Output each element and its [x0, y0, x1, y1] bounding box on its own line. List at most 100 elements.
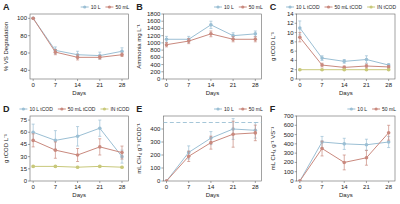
point	[320, 56, 324, 60]
x-tick	[255, 79, 256, 81]
x-tick-label: 21	[96, 82, 103, 88]
reference-line	[163, 122, 261, 123]
error-cap	[209, 30, 212, 31]
error-cap	[76, 126, 79, 127]
point	[254, 37, 258, 41]
error-bar	[343, 138, 346, 149]
error-bar	[76, 166, 79, 168]
y-tick	[28, 35, 30, 36]
point	[98, 165, 102, 169]
error-cap	[254, 30, 257, 31]
error-bar	[387, 66, 390, 69]
y-tick	[161, 14, 163, 15]
y-tick-label: 75	[20, 117, 27, 123]
error-cap	[298, 41, 301, 42]
data-group	[31, 17, 123, 60]
x-axis-label: Days	[72, 90, 86, 96]
error-cap	[187, 43, 190, 44]
error-cap	[98, 155, 101, 156]
panel-title: C	[270, 2, 277, 12]
y-tick	[295, 125, 297, 126]
error-bar	[209, 21, 212, 28]
error-cap	[98, 136, 101, 137]
error-cap	[187, 38, 190, 39]
error-cap	[232, 121, 235, 122]
x-tick-label: 14	[208, 82, 215, 88]
error-bar	[254, 31, 257, 37]
y-tick-label: 100	[150, 165, 161, 171]
error-bar	[120, 53, 123, 56]
x-tick-label: 28	[119, 82, 126, 88]
x-tick	[366, 79, 367, 81]
point	[298, 68, 302, 72]
data-group	[31, 120, 123, 169]
y-tick	[295, 181, 297, 182]
y-tick	[161, 142, 163, 143]
point	[98, 56, 102, 60]
y-tick-label: 200	[284, 159, 295, 165]
error-cap	[254, 125, 257, 126]
point	[187, 155, 191, 159]
error-cap	[187, 161, 190, 162]
error-cap	[120, 163, 123, 164]
x-tick	[121, 181, 122, 183]
error-cap	[232, 118, 235, 119]
error-cap	[165, 36, 168, 37]
error-bar	[343, 155, 346, 170]
error-cap	[232, 32, 235, 33]
error-cap	[120, 146, 123, 147]
error-cap	[209, 21, 212, 22]
x-tick	[188, 181, 189, 183]
x-tick	[99, 79, 100, 81]
legend-label: 50 mL tCOD	[335, 4, 363, 10]
y-tick	[295, 23, 297, 24]
plot-frame	[297, 14, 395, 79]
x-tick	[255, 181, 256, 183]
error-bar	[32, 166, 35, 168]
legend-label: 10 L tCOD	[29, 106, 53, 112]
x-tick-label: 28	[385, 82, 392, 88]
point	[365, 143, 369, 147]
point	[120, 49, 124, 53]
legend-item: IN tCOD	[100, 106, 129, 112]
x-tick	[299, 79, 300, 81]
x-tick	[99, 181, 100, 183]
legend-label: 50 mL	[382, 106, 396, 112]
x-tick-label: 0	[32, 184, 36, 190]
error-bar	[209, 136, 212, 149]
point	[209, 141, 213, 145]
y-tick-label: 800	[150, 47, 161, 53]
x-tick-label: 7	[320, 82, 324, 88]
point	[365, 68, 369, 72]
y-tick-label: 1400	[147, 25, 161, 31]
y-tick	[28, 181, 30, 182]
error-bar	[298, 21, 301, 35]
error-bar	[32, 134, 35, 147]
error-cap	[209, 149, 212, 150]
point	[342, 161, 346, 165]
y-tick	[28, 156, 30, 157]
error-cap	[254, 36, 257, 37]
y-tick	[295, 69, 297, 70]
y-tick-label: 60	[20, 50, 27, 56]
y-tick-label: 2	[290, 67, 294, 73]
error-cap	[321, 60, 324, 61]
error-cap	[209, 131, 212, 132]
y-axis-label: mL CH₄ g⁻¹ tCOD⁻¹	[136, 123, 142, 174]
point	[120, 151, 124, 155]
y-tick-label: 60	[20, 129, 27, 135]
point	[120, 165, 124, 169]
panel-title: A	[3, 2, 10, 12]
error-bar	[365, 56, 368, 63]
y-tick	[295, 51, 297, 52]
y-tick-label: 1200	[147, 33, 161, 39]
legend-label: 50 mL	[115, 4, 129, 10]
point	[165, 179, 169, 181]
error-cap	[365, 150, 368, 151]
legend-label: IN tCOD	[377, 4, 396, 10]
x-tick-label: 14	[341, 184, 348, 190]
legend-label: 50 mL	[249, 106, 263, 112]
x-tick-label: 28	[119, 184, 126, 190]
x-tick	[188, 79, 189, 81]
error-bar	[98, 139, 101, 155]
